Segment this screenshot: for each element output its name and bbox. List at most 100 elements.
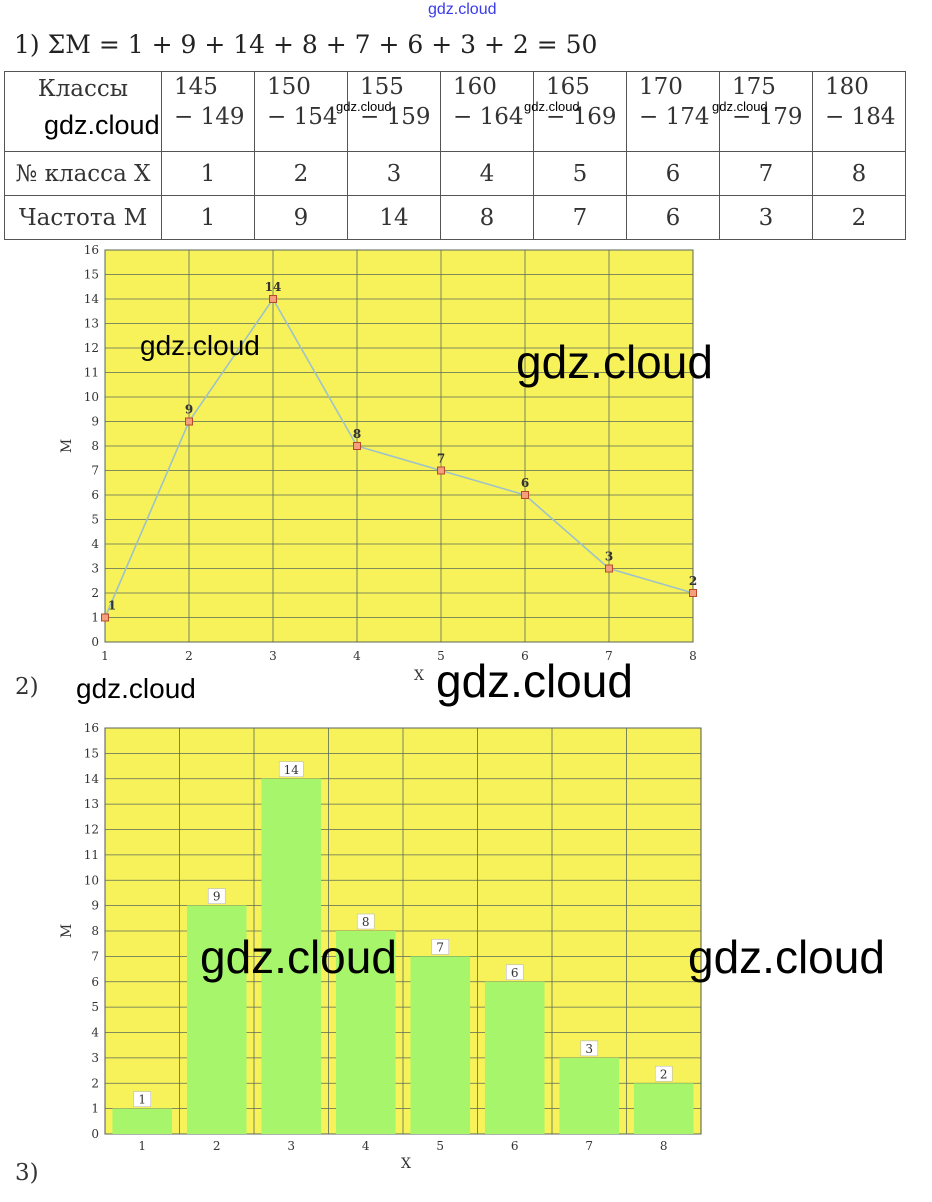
- formula-text: ΣM = 1 + 9 + 14 + 8 + 7 + 6 + 3 + 2 = 50: [47, 30, 598, 59]
- data-point: [185, 417, 193, 426]
- data-label: 3: [585, 1042, 593, 1056]
- frequency-row: Частота M 1 9 14 8 7 6 3 2: [4, 195, 906, 240]
- y-tick-label: 4: [91, 537, 99, 551]
- watermark: gdz.cloud: [44, 110, 160, 140]
- step-3-label: 3): [15, 1160, 39, 1186]
- step-1-label: 1): [14, 30, 40, 59]
- y-tick-label: 6: [91, 975, 99, 989]
- frequency-cell: 2: [812, 195, 906, 240]
- data-label-box: [278, 761, 304, 778]
- bar: [484, 981, 545, 1134]
- class-number-cell: 4: [440, 151, 534, 196]
- watermark: gdz.cloud: [524, 99, 580, 114]
- x-tick-label: 7: [605, 649, 613, 663]
- data-label: 7: [436, 940, 444, 954]
- x-tick-label: 5: [436, 1139, 444, 1153]
- watermark: gdz.cloud: [516, 336, 713, 388]
- watermark: gdz.cloud: [140, 330, 260, 361]
- data-label-box: [431, 939, 450, 955]
- class-number-cell: 7: [719, 151, 813, 196]
- bar: [261, 778, 322, 1134]
- data-label: 14: [265, 280, 282, 294]
- frequency-cell: 1: [161, 195, 255, 240]
- x-tick-label: 4: [362, 1139, 370, 1153]
- y-tick-label: 9: [91, 899, 99, 913]
- watermark: gdz.cloud: [76, 673, 196, 704]
- y-tick-label: 15: [84, 268, 99, 282]
- data-label-box: [654, 1065, 673, 1082]
- x-tick-label: 6: [511, 1139, 519, 1153]
- x-tick-label: 6: [521, 649, 529, 663]
- x-tick-label: 1: [101, 649, 109, 663]
- y-tick-label: 8: [91, 439, 99, 453]
- class-number-cell: 2: [254, 151, 348, 196]
- data-label: 1: [108, 599, 116, 613]
- x-axis-label: X: [401, 1156, 411, 1172]
- data-label: 2: [689, 574, 697, 588]
- frequency-cell: 14: [347, 195, 441, 240]
- data-label: 6: [521, 476, 529, 490]
- classes-row: Классы 145− 149 150− 154 155− 159 160− 1…: [4, 71, 906, 152]
- y-axis-label: M: [59, 924, 75, 938]
- y-tick-label: 15: [84, 746, 99, 760]
- sum-formula: 1) ΣM = 1 + 9 + 14 + 8 + 7 + 6 + 3 + 2 =…: [14, 30, 597, 59]
- data-label-box: [580, 1040, 599, 1057]
- data-point: [605, 564, 613, 573]
- row-label-frequency: Частота M: [4, 195, 162, 240]
- y-tick-label: 0: [91, 1127, 99, 1141]
- y-tick-label: 1: [91, 611, 99, 625]
- watermark: gdz.cloud: [428, 1, 497, 18]
- data-label-box: [133, 1091, 152, 1107]
- data-point: [269, 295, 277, 303]
- y-tick-label: 10: [84, 873, 99, 887]
- data-point: [101, 613, 109, 622]
- x-tick-label: 3: [287, 1139, 295, 1153]
- class-range-cell: 165− 169: [533, 71, 627, 152]
- frequency-bar-chart: 0123456789101112131415161192143847566372…: [59, 721, 702, 1172]
- frequency-cell: 9: [254, 195, 348, 240]
- x-tick-label: 1: [138, 1139, 146, 1153]
- y-tick-label: 10: [84, 390, 99, 404]
- data-label-box: [356, 913, 375, 930]
- data-label: 9: [213, 890, 221, 904]
- class-number-cell: 6: [626, 151, 720, 196]
- bar: [559, 1057, 620, 1134]
- x-tick-label: 5: [437, 649, 445, 663]
- data-label: 2: [660, 1067, 668, 1081]
- data-point: [521, 491, 529, 499]
- x-tick-label: 2: [185, 649, 193, 663]
- bar: [186, 905, 247, 1134]
- data-point: [689, 589, 697, 597]
- data-label-box: [505, 964, 524, 981]
- y-tick-label: 7: [91, 949, 99, 963]
- data-label: 3: [605, 550, 613, 564]
- data-label: 1: [138, 1093, 146, 1107]
- x-axis-label: X: [414, 668, 424, 684]
- bar: [335, 931, 396, 1134]
- watermark: gdz.cloud: [436, 655, 633, 707]
- bar: [410, 956, 471, 1134]
- y-tick-label: 12: [84, 823, 99, 837]
- y-tick-label: 4: [91, 1026, 99, 1040]
- watermark: gdz.cloud: [712, 99, 768, 114]
- y-tick-label: 12: [84, 341, 99, 355]
- y-tick-label: 5: [91, 513, 99, 527]
- watermark: gdz.cloud: [336, 99, 392, 114]
- class-range-cell: 180− 184: [812, 71, 906, 152]
- y-axis-label: M: [59, 439, 75, 453]
- y-tick-label: 1: [91, 1102, 99, 1116]
- x-tick-label: 3: [269, 649, 277, 663]
- data-point: [353, 442, 361, 450]
- class-number-cell: 3: [347, 151, 441, 196]
- class-number-cell: 8: [812, 151, 906, 196]
- frequency-cell: 6: [626, 195, 720, 240]
- y-tick-label: 0: [91, 635, 99, 649]
- class-number-cell: 5: [533, 151, 627, 196]
- data-label: 8: [353, 427, 361, 441]
- y-tick-label: 16: [84, 721, 99, 735]
- y-tick-label: 2: [91, 1076, 99, 1090]
- y-tick-label: 9: [91, 415, 99, 429]
- data-label: 14: [284, 763, 300, 777]
- y-tick-label: 7: [91, 464, 99, 478]
